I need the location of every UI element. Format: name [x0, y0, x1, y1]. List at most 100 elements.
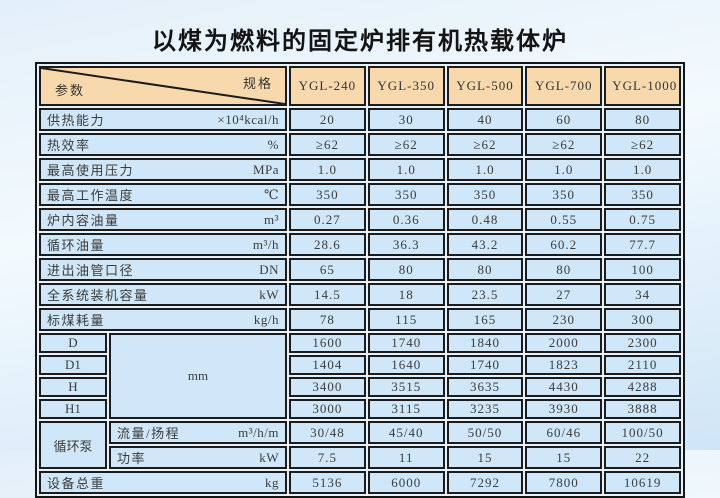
value-cell: 350 [289, 183, 366, 206]
param-label: 炉内容油量 [47, 213, 120, 228]
column-header-ygl-500: YGL-500 [446, 66, 524, 106]
value-cell: 1740 [446, 355, 524, 375]
column-header-ygl-350: YGL-350 [367, 66, 445, 106]
value-cell: 1600 [289, 333, 366, 353]
table-row-thermal-efficiency: 热效率% ≥62 ≥62 ≥62 ≥62 ≥62 [39, 133, 681, 156]
value-cell: 7.5 [289, 446, 366, 469]
table-row-coal-consumption: 标煤耗量 kg/h 78 115 165 230 300 [39, 308, 681, 331]
value-cell: 0.55 [525, 208, 603, 231]
param-cell: 最高使用压力 MPa [39, 158, 287, 181]
value-cell: 350 [446, 183, 524, 206]
param-cell: 供热能力 ×10⁴kcal/h [39, 108, 287, 131]
param-cell: 循环油量 m³/h [39, 233, 287, 256]
value-cell: 27 [525, 283, 603, 306]
value-cell: ≥62 [367, 133, 445, 156]
value-cell: 43.2 [446, 233, 524, 256]
unit-label: ×10⁴kcal/h [217, 111, 279, 127]
value-cell: 45/40 [367, 421, 445, 444]
param-cell: 标煤耗量 kg/h [39, 308, 287, 331]
value-cell: 350 [525, 183, 603, 206]
value-cell: 165 [446, 308, 524, 331]
param-cell: 流量/扬程 m³/h/m [109, 421, 287, 444]
unit-label: ℃ [263, 186, 279, 202]
table-header-row: 规格 参数 YGL-240 YGL-350 YGL-500 YGL-700 YG… [39, 66, 681, 106]
param-cell: 全系统装机容量 kW [39, 283, 287, 306]
value-cell: 80 [446, 258, 524, 281]
dim-unit-cell: mm [109, 333, 287, 419]
table-row-heat-capacity: 供热能力 ×10⁴kcal/h 20 30 40 60 80 [39, 108, 681, 131]
value-cell: 18 [367, 283, 445, 306]
value-cell: 22 [604, 446, 681, 469]
unit-label: MPa [252, 161, 279, 177]
spec-table: 规格 参数 YGL-240 YGL-350 YGL-500 YGL-700 YG… [35, 62, 685, 498]
value-cell: 1.0 [289, 158, 366, 181]
table-row-max-temperature: 最高工作温度 ℃ 350 350 350 350 350 [39, 183, 681, 206]
value-cell: ≥62 [289, 133, 366, 156]
table-row-pump-power: 功率 kW 7.5 11 15 15 22 [39, 446, 681, 469]
value-cell: 4430 [525, 377, 603, 397]
value-cell: 115 [367, 308, 445, 331]
param-label: 最高工作温度 [47, 188, 135, 203]
corner-param-label: 参数 [55, 83, 86, 98]
unit-label: kg [265, 474, 279, 490]
value-cell: 1.0 [604, 158, 681, 181]
table-row-dim-d1: D1 1404 1640 1740 1823 2110 [39, 355, 681, 375]
value-cell: 0.48 [446, 208, 524, 231]
value-cell: 1.0 [525, 158, 603, 181]
diagonal-divider [41, 68, 285, 104]
unit-label: m³ [263, 211, 279, 227]
param-label: 循环油量 [47, 238, 106, 253]
value-cell: 60 [525, 108, 603, 131]
dim-label-cell: H [39, 377, 107, 397]
value-cell: 10619 [604, 471, 681, 494]
param-label: 热效率 [47, 138, 91, 153]
value-cell: 1823 [525, 355, 603, 375]
value-cell: 30/48 [289, 421, 366, 444]
value-cell: 14.5 [289, 283, 366, 306]
value-cell: 1.0 [446, 158, 524, 181]
value-cell: 36.3 [367, 233, 445, 256]
value-cell: 2110 [604, 355, 681, 375]
value-cell: 3888 [604, 399, 681, 419]
value-cell: 28.6 [289, 233, 366, 256]
param-cell: 功率 kW [109, 446, 287, 469]
value-cell: 7292 [446, 471, 524, 494]
column-header-ygl-240: YGL-240 [289, 66, 366, 106]
table-row-max-pressure: 最高使用压力 MPa 1.0 1.0 1.0 1.0 1.0 [39, 158, 681, 181]
unit-label: m³/h [252, 236, 279, 252]
value-cell: 60.2 [525, 233, 603, 256]
table-row-dim-h: H 3400 3515 3635 4430 4288 [39, 377, 681, 397]
unit-label: kg/h [253, 311, 279, 327]
param-cell: 热效率% [39, 133, 287, 156]
value-cell: 1640 [367, 355, 445, 375]
table-row-total-weight: 设备总重 kg 5136 6000 7292 7800 10619 [39, 471, 681, 494]
param-label: 设备总重 [47, 476, 106, 491]
value-cell: 1404 [289, 355, 366, 375]
param-cell: 最高工作温度 ℃ [39, 183, 287, 206]
value-cell: 350 [367, 183, 445, 206]
value-cell: 0.27 [289, 208, 366, 231]
value-cell: 3515 [367, 377, 445, 397]
value-cell: 3400 [289, 377, 366, 397]
table-row-dim-d: D mm 1600 1740 1840 2000 2300 [39, 333, 681, 419]
value-cell: 11 [367, 446, 445, 469]
value-cell: 80 [604, 108, 681, 131]
param-label: 流量/扬程 [117, 426, 181, 441]
dim-label-cell: D [39, 333, 107, 353]
param-label: 标煤耗量 [47, 313, 106, 328]
param-label: 进出油管口径 [47, 263, 135, 278]
value-cell: 100 [604, 258, 681, 281]
page-title: 以煤为燃料的固定炉排有机热载体炉 [152, 28, 568, 55]
param-label: 供热能力 [47, 113, 106, 128]
pump-label-cell: 循环泵 [39, 421, 107, 469]
value-cell: 0.75 [604, 208, 681, 231]
value-cell: 77.7 [604, 233, 681, 256]
value-cell: 65 [289, 258, 366, 281]
unit-label: % [267, 136, 279, 152]
column-header-ygl-700: YGL-700 [525, 66, 603, 106]
value-cell: ≥62 [446, 133, 524, 156]
corner-cell: 规格 参数 [39, 66, 287, 106]
value-cell: 15 [525, 446, 603, 469]
table-row-dim-h1: H1 3000 3115 3235 3930 3888 [39, 399, 681, 419]
param-label: 最高使用压力 [47, 163, 135, 178]
